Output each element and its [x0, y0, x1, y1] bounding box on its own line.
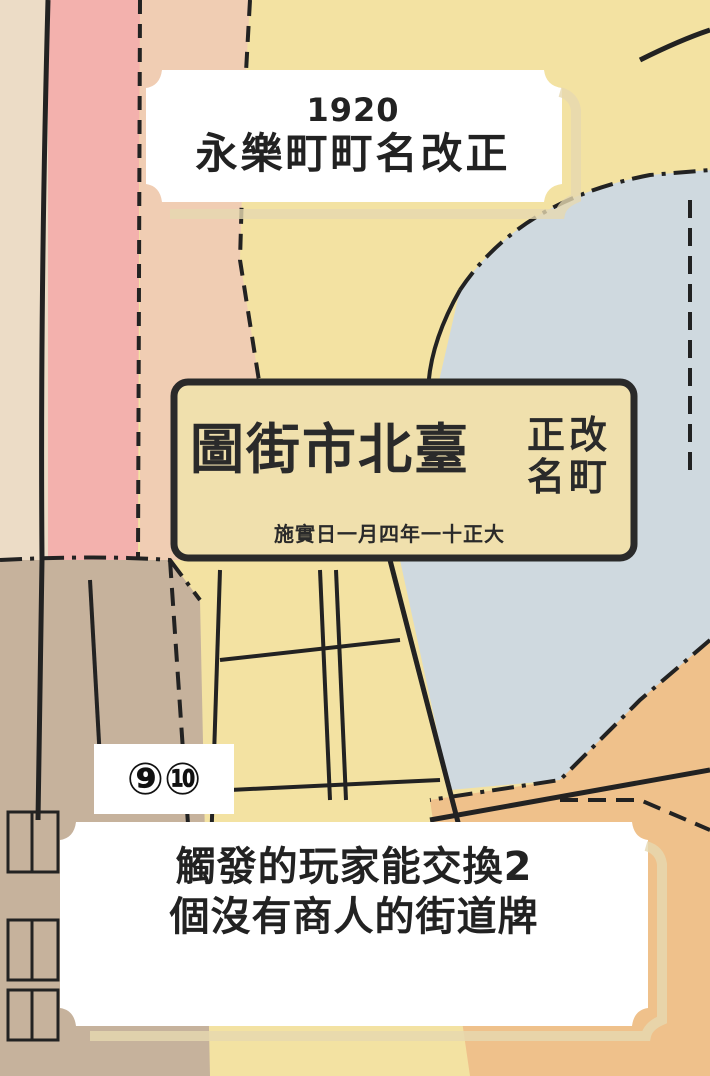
- card-title-block: 1920 永樂町町名改正: [146, 70, 560, 202]
- street-sign: [170, 378, 638, 562]
- badge-numbers: ⑨⑩: [126, 753, 202, 805]
- sign-side-text: 正改 名町: [514, 414, 624, 498]
- title-panel: [146, 70, 562, 202]
- description-line-2: 個沒有商人的街道牌: [169, 894, 539, 940]
- number-badge: ⑨⑩: [94, 744, 234, 814]
- card-description: 觸發的玩家能交換2 個沒有商人的街道牌: [60, 822, 648, 1026]
- card-title: 永樂町町名改正: [195, 129, 511, 178]
- description-line-1: 觸發的玩家能交換2: [175, 844, 533, 890]
- sign-side-bottom: 名町: [526, 455, 611, 499]
- sign-side-top: 正改: [526, 413, 611, 457]
- street-sign-text: 圖街市北臺 正改 名町 施實日一月四年一十正大: [174, 380, 636, 558]
- badge-panel: [94, 744, 234, 814]
- sign-main-text: 圖街市北臺: [190, 418, 470, 481]
- card-year: 1920: [306, 91, 400, 129]
- description-panel: [60, 822, 648, 1026]
- sign-date-text: 施實日一月四年一十正大: [274, 522, 505, 546]
